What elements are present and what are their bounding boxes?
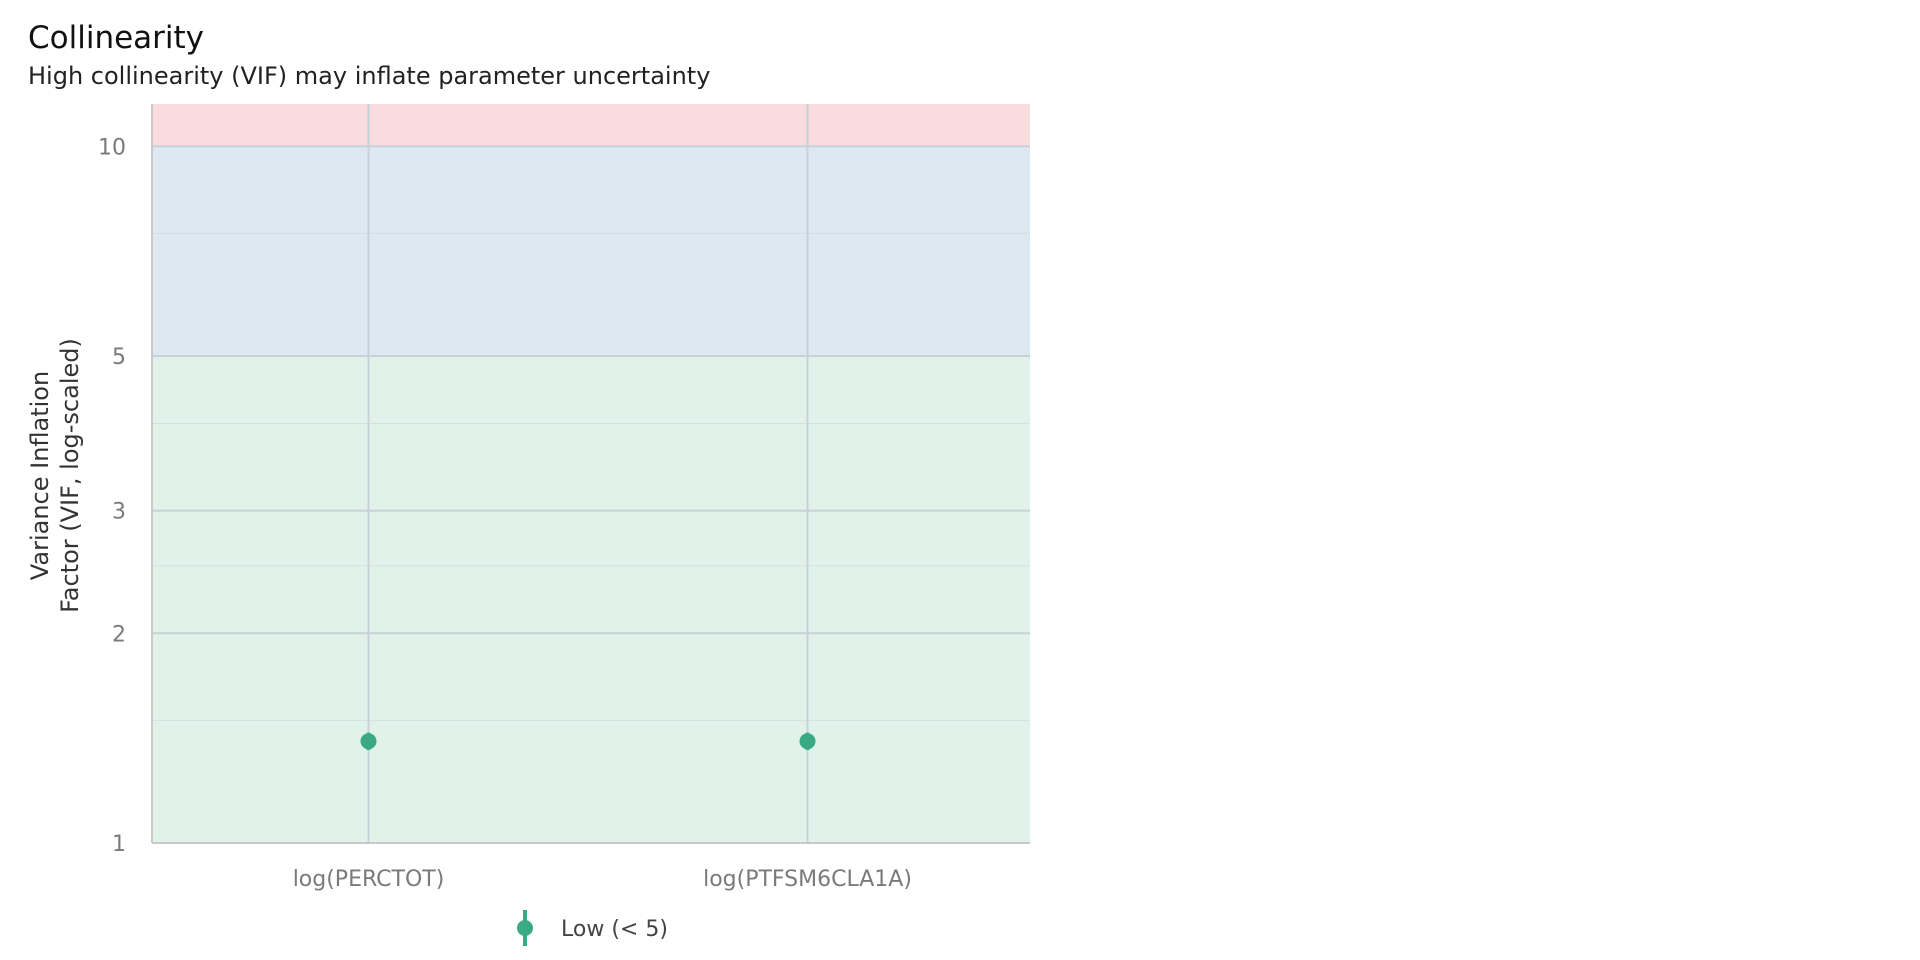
legend-label: Low (< 5) (561, 917, 668, 942)
x-tick-label: log(PERCTOT) (293, 867, 445, 892)
band-2 (152, 104, 1030, 147)
y-tick-label: 3 (112, 500, 126, 525)
band-0 (152, 356, 1030, 843)
x-tick-label: log(PTFSM6CLA1A) (703, 867, 912, 892)
chart-title: Collinearity (28, 20, 205, 56)
y-tick-label: 1 (112, 832, 126, 857)
chart-subtitle: High collinearity (VIF) may inflate para… (28, 62, 711, 90)
y-axis-title-line: Factor (VIF, log-scaled) (56, 338, 84, 613)
vif-point (360, 733, 377, 750)
y-axis-title: Variance InflationFactor (VIF, log-scale… (26, 338, 84, 613)
vif-point (799, 733, 816, 750)
legend-key-point (517, 920, 533, 936)
y-tick-label: 5 (112, 345, 126, 370)
y-axis-title-line: Variance Inflation (26, 371, 54, 580)
y-tick-label: 2 (112, 622, 126, 647)
y-tick-label: 10 (98, 135, 126, 160)
band-1 (152, 146, 1030, 357)
